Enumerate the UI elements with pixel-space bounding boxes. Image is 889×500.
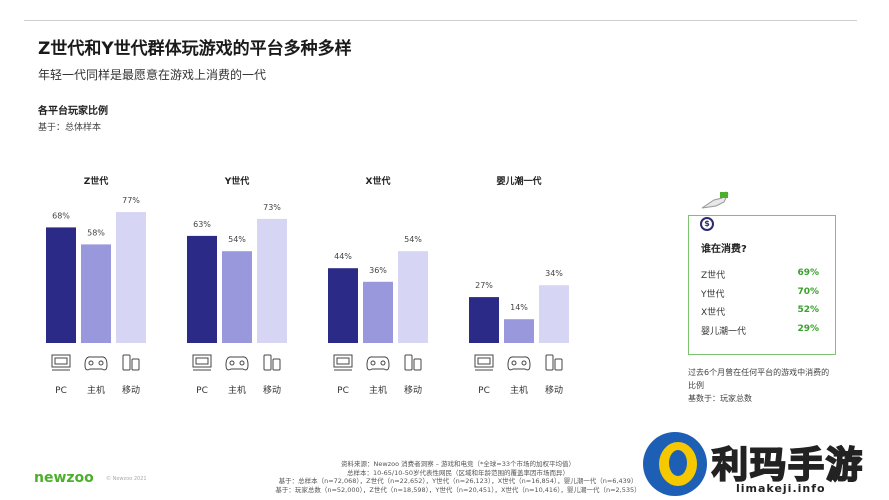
source-note: 资料来源：Newzoo 消费者洞察 – 游戏和电竞（*全球=33个市场的加权平均… bbox=[248, 460, 668, 494]
watermark-url: limakeji.info bbox=[736, 482, 826, 495]
gamepad-icon bbox=[507, 356, 531, 371]
section-title: 各平台玩家比例 bbox=[38, 106, 108, 117]
category-label: 主机 bbox=[87, 384, 105, 396]
data-label: 44% bbox=[334, 252, 352, 261]
spending-footnote: 过去6个月曾在任何平台的游戏中消费的 比例 基数于：玩家总数 bbox=[688, 366, 848, 405]
watermark-logo-icon bbox=[643, 432, 707, 496]
mobile-icon bbox=[122, 354, 140, 371]
data-label: 77% bbox=[122, 196, 140, 205]
mobile-icon bbox=[263, 354, 281, 371]
category-label: 主机 bbox=[228, 384, 246, 396]
category-label: PC bbox=[337, 386, 349, 396]
spend-value: 70% bbox=[797, 287, 819, 297]
top-divider bbox=[24, 20, 857, 21]
category-label: 移动 bbox=[404, 384, 422, 396]
bar bbox=[363, 281, 393, 343]
gamepad-icon bbox=[225, 356, 249, 371]
category-label: 主机 bbox=[369, 384, 387, 396]
category-label: 移动 bbox=[263, 384, 281, 396]
data-label: 73% bbox=[263, 203, 281, 212]
data-label: 27% bbox=[475, 281, 493, 290]
data-label: 54% bbox=[404, 235, 422, 244]
bar-group: 婴儿潮一代 27% PC 14% 主机 34% 移动 bbox=[469, 175, 569, 396]
pc-icon bbox=[474, 354, 494, 371]
watermark-text: 利玛手游 bbox=[711, 444, 865, 487]
bar bbox=[81, 244, 111, 343]
spending-panel: 谁在消费? Z世代 69% Y世代 70% X世代 52% 婴儿潮一代 29% bbox=[688, 215, 836, 355]
page-title: Z世代和Y世代群体玩游戏的平台多种多样 bbox=[38, 39, 352, 59]
data-label: 54% bbox=[228, 235, 246, 244]
data-label: 34% bbox=[545, 269, 563, 278]
bar bbox=[469, 297, 499, 343]
source-line: 基于：玩家总数（n=52,000），Z世代（n=18,598），Y世代（n=20… bbox=[275, 485, 641, 494]
spend-label: 婴儿潮一代 bbox=[701, 327, 747, 337]
bar-group: Z世代 68% PC 58% 主机 77% 移动 bbox=[46, 175, 146, 396]
spend-value: 29% bbox=[797, 324, 819, 334]
category-label: PC bbox=[55, 386, 67, 396]
data-label: 63% bbox=[193, 220, 211, 229]
spend-row: X世代 52% bbox=[701, 305, 819, 318]
data-label: 68% bbox=[52, 211, 70, 220]
mobile-icon bbox=[404, 354, 422, 371]
data-label: 36% bbox=[369, 266, 387, 275]
bar-group: Y世代 63% PC 54% 主机 73% 移动 bbox=[187, 175, 287, 396]
pc-icon bbox=[333, 354, 353, 371]
footnote-line: 过去6个月曾在任何平台的游戏中消费的 bbox=[688, 368, 830, 377]
watermark: 利玛手游 limakeji.info bbox=[640, 432, 889, 500]
footnote-line: 基数于：玩家总数 bbox=[688, 394, 752, 403]
category-label: PC bbox=[196, 386, 208, 396]
spend-value: 69% bbox=[797, 268, 819, 278]
generation-label: Y世代 bbox=[224, 175, 250, 187]
page-subtitle: 年轻一代同样是最愿意在游戏上消费的一代 bbox=[38, 68, 267, 82]
bar bbox=[539, 285, 569, 343]
bar-group: X世代 44% PC 36% 主机 54% 移动 bbox=[328, 175, 428, 396]
generation-label: Z世代 bbox=[84, 175, 109, 187]
bar bbox=[116, 212, 146, 343]
gamepad-icon bbox=[366, 356, 390, 371]
category-label: 移动 bbox=[122, 384, 140, 396]
bar bbox=[187, 235, 217, 343]
bar bbox=[46, 227, 76, 343]
source-line: 总样本：10-65/10-50岁代表性网民（区域和年龄范围的覆盖率因市场而异） bbox=[347, 468, 569, 477]
spend-row: Z世代 69% bbox=[701, 268, 819, 281]
spend-row: Y世代 70% bbox=[701, 287, 819, 300]
generation-label: X世代 bbox=[366, 175, 391, 187]
spend-label: Y世代 bbox=[701, 290, 725, 300]
footnote-line: 比例 bbox=[688, 381, 704, 390]
source-line: 基于：总样本（n=72,068），Z世代（n=22,652），Y世代（n=26,… bbox=[278, 477, 638, 485]
source-line: 资料来源：Newzoo 消费者洞察 – 游戏和电竞（*全球=33个市场的加权平均… bbox=[341, 460, 575, 468]
copyright: © Newzoo 2021 bbox=[106, 476, 147, 482]
data-label: 14% bbox=[510, 303, 528, 312]
base-note: 基于：总体样本 bbox=[38, 123, 102, 133]
spend-row: 婴儿潮一代 29% bbox=[701, 324, 819, 337]
hand-icon bbox=[701, 191, 729, 209]
newzoo-logo: newzoo bbox=[34, 470, 94, 486]
pc-icon bbox=[192, 354, 212, 371]
category-label: 主机 bbox=[510, 384, 528, 396]
bar bbox=[328, 268, 358, 343]
spend-label: X世代 bbox=[701, 308, 726, 318]
data-label: 58% bbox=[87, 228, 105, 237]
mobile-icon bbox=[545, 354, 563, 371]
gamepad-icon bbox=[84, 356, 108, 371]
pc-icon bbox=[51, 354, 71, 371]
bar bbox=[222, 251, 252, 343]
generation-label: 婴儿潮一代 bbox=[496, 175, 541, 187]
coin-icon: $ bbox=[700, 217, 714, 231]
bar bbox=[398, 251, 428, 343]
bar bbox=[504, 319, 534, 343]
spend-value: 52% bbox=[797, 305, 819, 315]
category-label: PC bbox=[478, 386, 490, 396]
spend-label: Z世代 bbox=[701, 271, 726, 281]
spending-title: 谁在消费? bbox=[701, 244, 747, 255]
category-label: 移动 bbox=[545, 384, 563, 396]
bar bbox=[257, 218, 287, 343]
